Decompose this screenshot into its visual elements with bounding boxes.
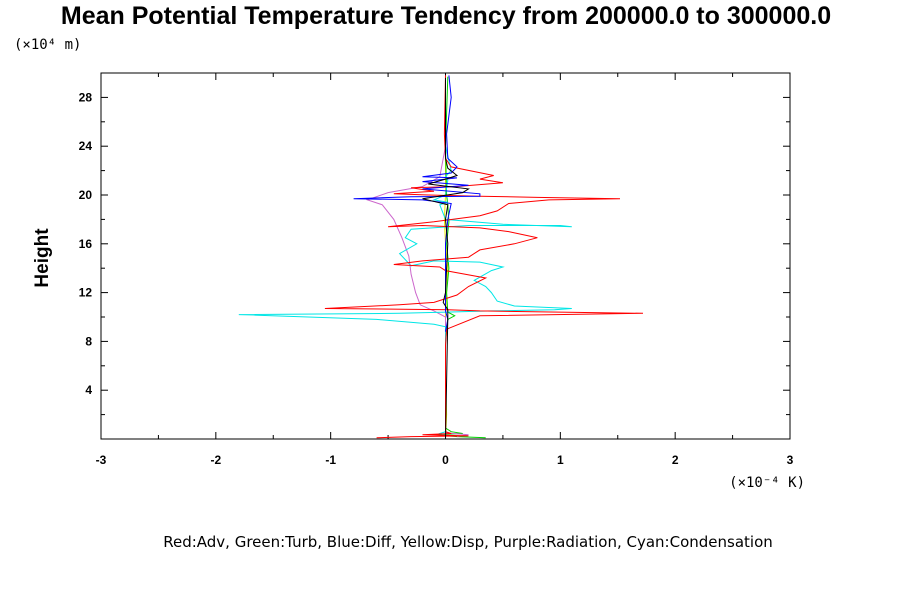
x-scale-note: (×10⁻⁴ K) <box>729 475 805 491</box>
y-axis-label: Height <box>32 228 53 288</box>
x-tick-label: 2 <box>672 453 679 467</box>
series-line <box>238 79 572 436</box>
x-tick-label: 0 <box>442 453 449 467</box>
x-tick-label: -2 <box>210 453 221 467</box>
series-line <box>433 76 486 439</box>
series-line <box>324 75 644 439</box>
series-lines <box>238 75 644 440</box>
y-tick-label: 16 <box>79 237 93 251</box>
y-tick-labels: 4 8 12 16 20 24 28 <box>79 90 93 397</box>
x-tick-label: 3 <box>787 453 794 467</box>
series-line <box>422 77 470 440</box>
chart-title: Mean Potential Temperature Tendency from… <box>61 2 831 30</box>
y-scale-note: (×10⁴ m) <box>14 37 81 53</box>
series-line <box>353 75 481 332</box>
x-tick-labels: -3 -2 -1 0 1 2 3 <box>96 453 794 467</box>
x-tick-label: -3 <box>96 453 107 467</box>
y-tick-label: 4 <box>85 383 92 397</box>
y-tick-label: 8 <box>85 334 92 348</box>
x-tick-label: 1 <box>557 453 564 467</box>
series-line <box>365 75 469 438</box>
y-tick-label: 20 <box>79 188 93 202</box>
y-tick-label: 24 <box>79 139 93 153</box>
y-tick-label: 28 <box>79 90 93 104</box>
legend-text: Red:Adv, Green:Turb, Blue:Diff, Yellow:D… <box>163 533 773 551</box>
y-tick-label: 12 <box>79 286 93 300</box>
x-tick-label: -1 <box>325 453 336 467</box>
